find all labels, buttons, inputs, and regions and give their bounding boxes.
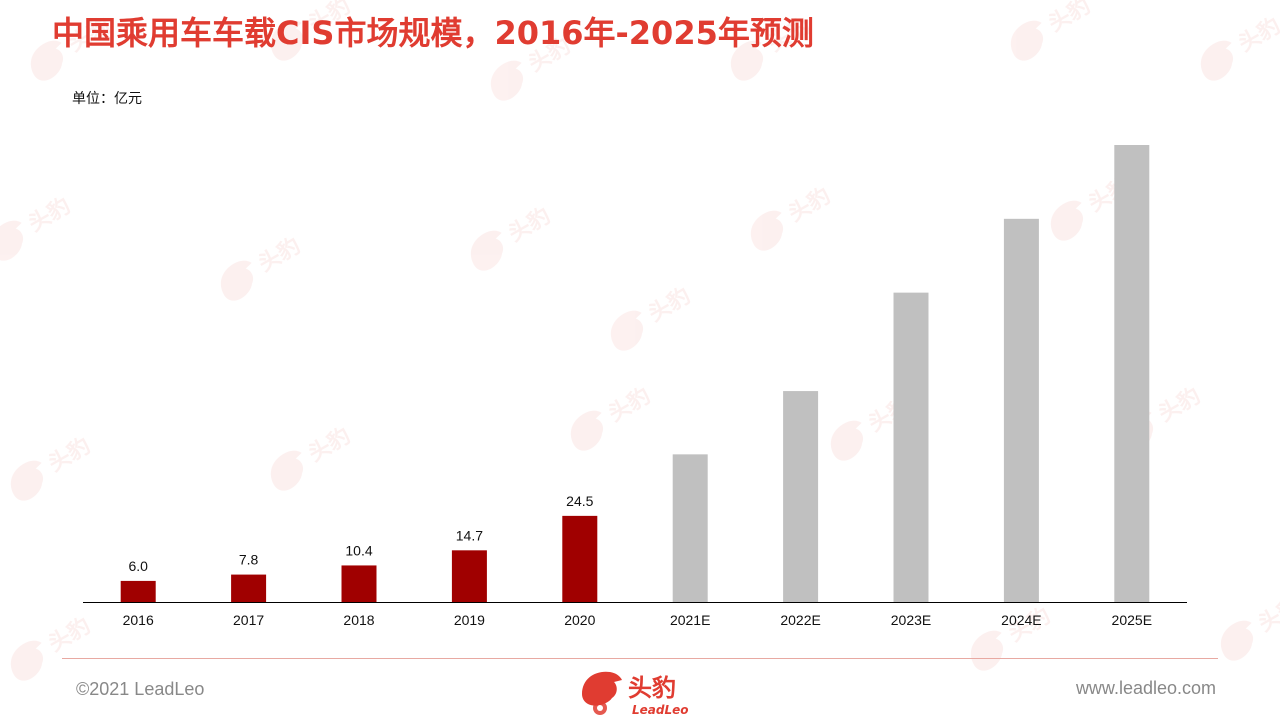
website-link[interactable]: www.leadleo.com xyxy=(1075,678,1216,698)
bar-2025E xyxy=(1114,145,1150,602)
x-tick-2024E: 2024E xyxy=(1001,612,1041,628)
footer-divider xyxy=(62,658,1218,659)
leopard-icon xyxy=(582,671,622,715)
bar-2023E xyxy=(893,292,929,602)
x-tick-2016: 2016 xyxy=(123,612,154,628)
page-title: 中国乘用车车载CIS市场规模，2016年-2025年预测 xyxy=(52,14,814,52)
bar-2018 xyxy=(341,565,377,602)
x-tick-2020: 2020 xyxy=(564,612,595,628)
leadleo-logo: 头豹 LeadLeo xyxy=(582,671,689,717)
x-tick-2022E: 2022E xyxy=(780,612,820,628)
bar-2022E xyxy=(783,391,819,602)
data-label-2018: 10.4 xyxy=(345,542,372,558)
x-tick-2018: 2018 xyxy=(343,612,374,628)
x-tick-2025E: 2025E xyxy=(1112,612,1152,628)
x-tick-2021E: 2021E xyxy=(670,612,710,628)
data-label-2019: 14.7 xyxy=(456,527,483,543)
bar-chart: 6.0 2016 7.8 2017 10.4 2018 14.7 2019 24.5 2020 20… xyxy=(83,145,1187,628)
bar-2019 xyxy=(451,550,487,602)
data-label-2017: 7.8 xyxy=(239,552,259,568)
copyright-text: ©2021 LeadLeo xyxy=(76,679,205,699)
x-tick-2023E: 2023E xyxy=(891,612,931,628)
bar-2016 xyxy=(120,580,156,602)
data-label-2020: 24.5 xyxy=(566,493,593,509)
x-tick-2017: 2017 xyxy=(233,612,264,628)
bar-2020 xyxy=(562,515,598,602)
bar-2024E xyxy=(1003,218,1039,603)
x-tick-2019: 2019 xyxy=(454,612,485,628)
logo-en-text: LeadLeo xyxy=(632,703,689,717)
data-label-2016: 6.0 xyxy=(128,558,148,574)
unit-label: 单位：亿元 xyxy=(72,91,142,107)
logo-cn-text: 头豹 xyxy=(628,674,676,702)
bar-2017 xyxy=(231,574,267,602)
bar-2021E xyxy=(672,454,708,602)
